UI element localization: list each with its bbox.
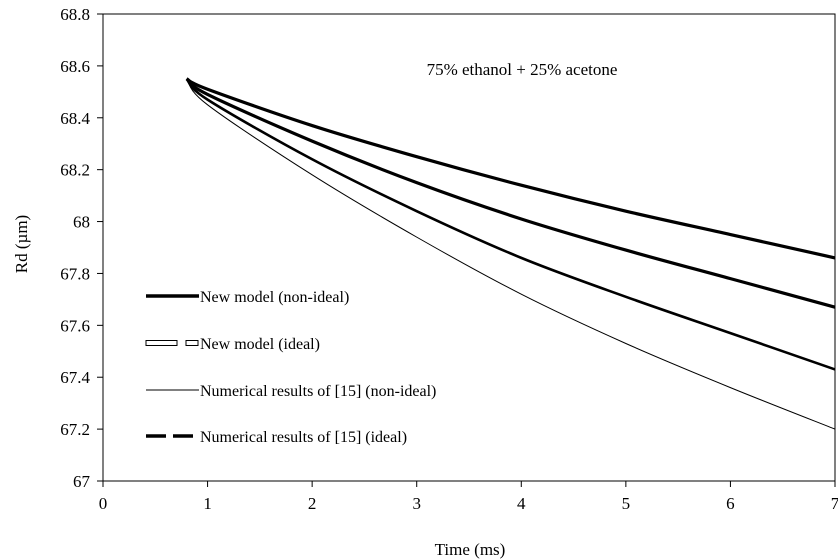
- x-tick-label: 5: [622, 494, 631, 513]
- y-tick-label: 68.4: [60, 109, 90, 128]
- legend-item: New model (non-ideal): [146, 289, 349, 306]
- y-tick-label: 68.8: [60, 5, 90, 24]
- series-lines: [185, 77, 836, 430]
- series-line-2: [185, 77, 836, 309]
- legend-label: New model (non-ideal): [200, 289, 349, 306]
- legend-label: New model (ideal): [200, 336, 320, 353]
- legend-item: New model (ideal): [145, 336, 320, 353]
- plot-frame: [102, 13, 836, 482]
- x-axis-title: Time (ms): [435, 540, 506, 559]
- x-tick-label: 6: [726, 494, 735, 513]
- y-axis-title: Rd (µm): [12, 215, 31, 273]
- legend-item: Numerical results of [15] (non-ideal): [146, 383, 436, 400]
- legend-swatch-double-outline: [145, 340, 178, 346]
- x-tick-label: 1: [203, 494, 212, 513]
- y-tick-label: 68: [73, 213, 90, 232]
- chart-annotation: 75% ethanol + 25% acetone: [427, 60, 618, 79]
- x-tick-label: 4: [517, 494, 526, 513]
- y-tick-label: 67.8: [60, 264, 90, 283]
- y-tick-label: 67: [73, 472, 91, 491]
- legend-label: Numerical results of [15] (ideal): [200, 429, 407, 446]
- x-tick-label: 7: [831, 494, 838, 513]
- legend: New model (non-ideal) New model (ideal) Nu…: [145, 289, 436, 446]
- legend-item: Numerical results of [15] (ideal): [146, 429, 407, 446]
- series-line-3: [185, 77, 836, 371]
- series-line-1: [185, 77, 836, 260]
- legend-label: Numerical results of [15] (non-ideal): [200, 383, 436, 400]
- y-tick-label: 67.4: [60, 368, 90, 387]
- y-tick-label: 67.2: [60, 420, 90, 439]
- y-axis: 67 67.2 67.4 67.6 67.8 68 68.2 68.4 68.6 68.8: [60, 5, 103, 491]
- y-tick-label: 68.2: [60, 161, 90, 180]
- plot-border: [102, 13, 836, 482]
- x-tick-label: 3: [412, 494, 421, 513]
- series-line-4: [186, 78, 836, 430]
- x-tick-label: 0: [99, 494, 108, 513]
- legend-swatch-double-outline: [185, 340, 199, 346]
- y-tick-label: 67.6: [60, 316, 90, 335]
- x-tick-label: 2: [308, 494, 317, 513]
- x-axis: 0 1 2 3 4 5 6 7: [99, 481, 838, 513]
- y-tick-label: 68.6: [60, 57, 90, 76]
